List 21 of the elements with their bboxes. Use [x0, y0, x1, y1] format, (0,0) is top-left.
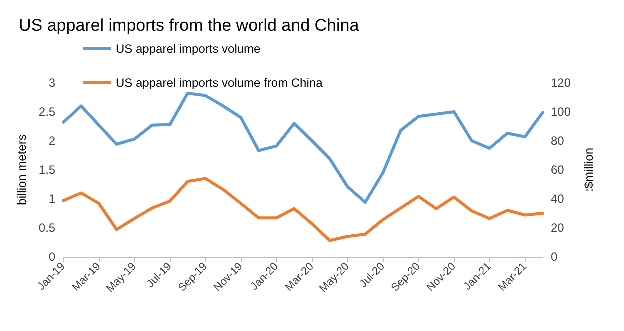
- y2-tick-label: 120: [551, 76, 572, 90]
- y2-tick-label: 0: [551, 250, 558, 264]
- y-tick-label: 1.5: [38, 163, 56, 177]
- y2-axis-title: :$million: [582, 148, 596, 192]
- legend-label: US apparel imports volume from China: [116, 76, 324, 90]
- y-tick-label: 0.5: [38, 221, 56, 235]
- y2-tick-label: 60: [551, 163, 565, 177]
- y-tick-label: 3: [48, 76, 56, 90]
- y2-tick-label: 20: [551, 221, 565, 235]
- y-tick-label: 1: [48, 192, 56, 206]
- chart-title: US apparel imports from the world and China: [19, 16, 360, 35]
- y2-tick-label: 80: [551, 134, 565, 148]
- y-tick-label: 2.5: [38, 105, 56, 119]
- line-series: [62, 92, 544, 204]
- legend-label: US apparel imports volume: [116, 42, 262, 56]
- y2-tick-label: 100: [551, 105, 572, 119]
- line-series: [62, 177, 544, 242]
- y-tick-label: 2: [48, 134, 56, 148]
- y-axis-title: billion meters: [15, 134, 29, 206]
- y2-tick-label: 40: [551, 192, 565, 206]
- y-tick-label: 0: [48, 250, 56, 264]
